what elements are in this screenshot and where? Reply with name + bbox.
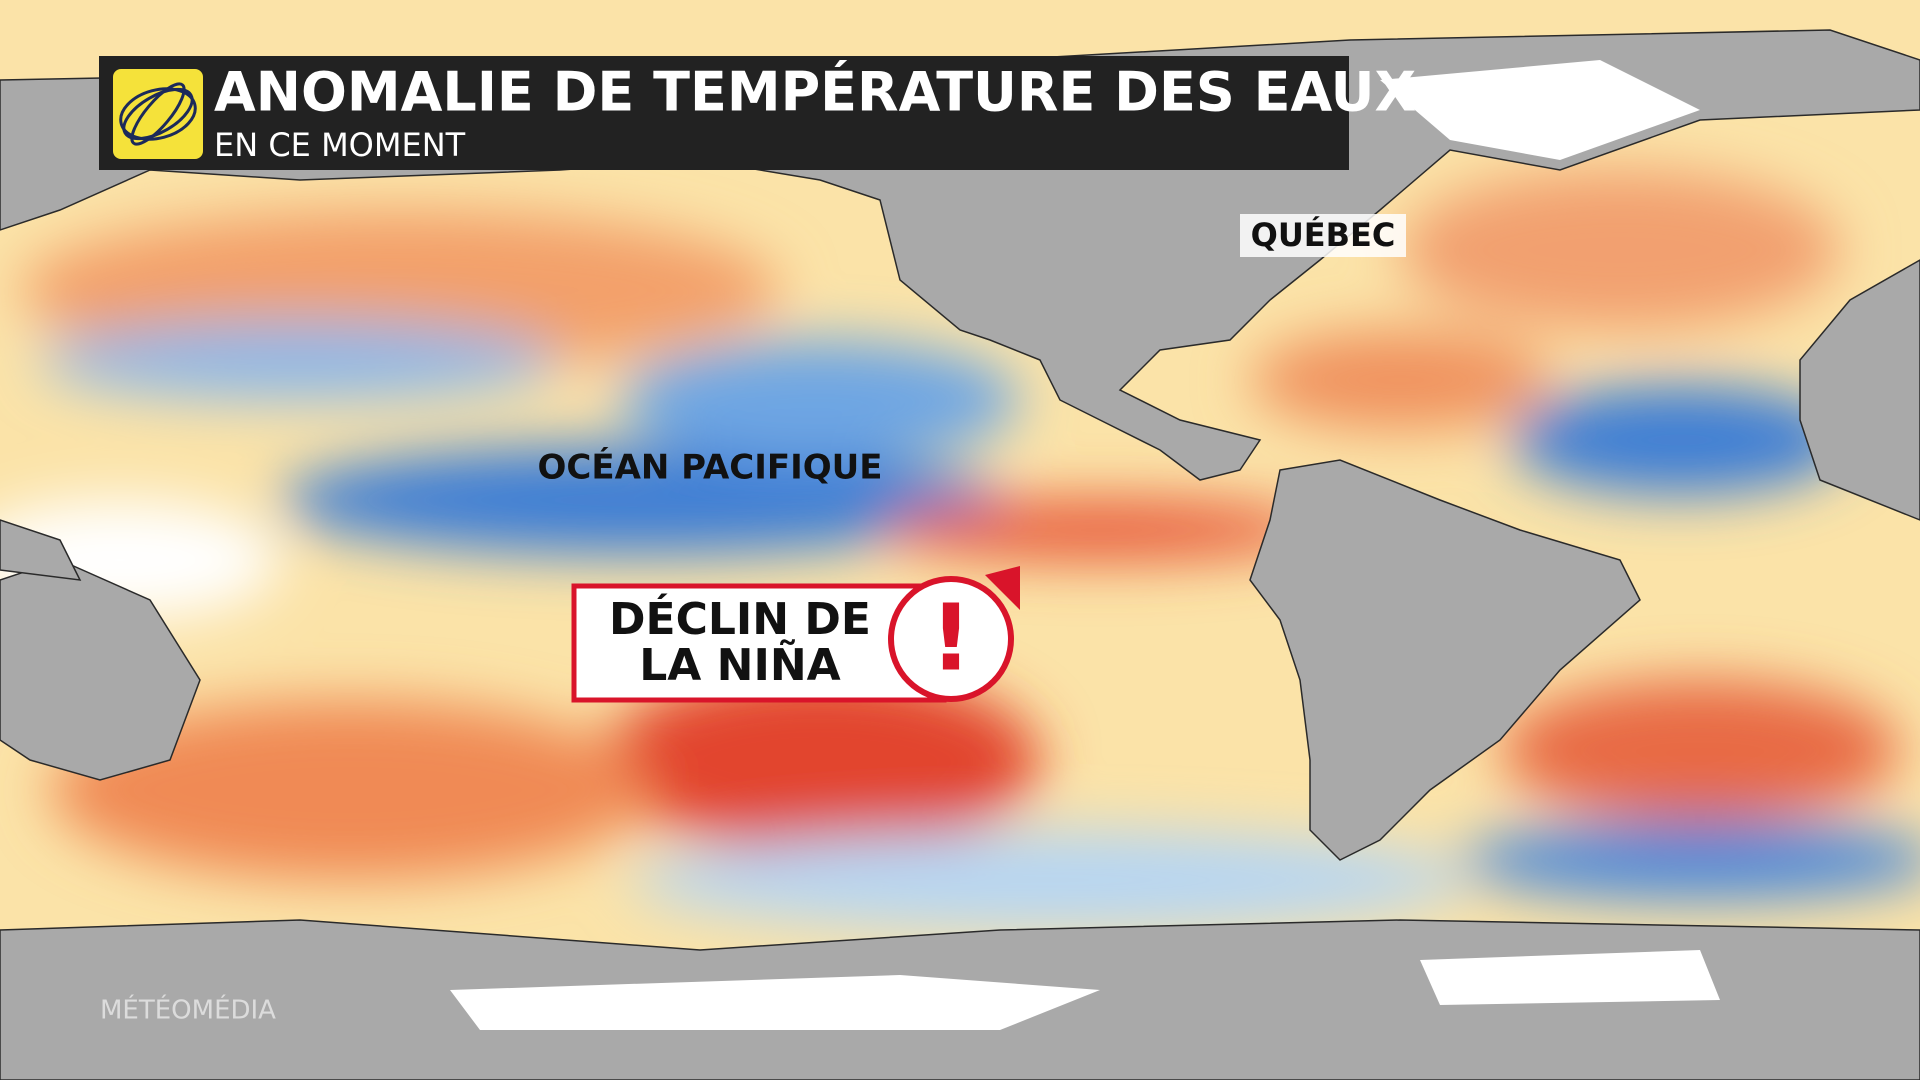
watermark: MÉTÉOMÉDIA <box>100 994 276 1026</box>
callout-line: LA NIÑA <box>639 638 840 691</box>
alert-mark: ! <box>930 584 972 691</box>
callout-box <box>571 583 947 703</box>
snow <box>450 60 1720 1030</box>
callout-line: DÉCLIN DE <box>609 592 871 645</box>
alert-icon <box>888 576 1014 702</box>
logo-mark <box>119 82 197 146</box>
callout: DÉCLIN DE LA NIÑA ! <box>571 566 1020 703</box>
logo <box>113 69 203 159</box>
callout-tag <box>985 566 1020 610</box>
title: ANOMALIE DE TEMPÉRATURE DES EAUX <box>214 61 1416 124</box>
subtitle: EN CE MOMENT <box>214 126 466 164</box>
ocean-label: OCÉAN PACIFIQUE <box>537 447 882 488</box>
place-label: QUÉBEC <box>1251 216 1396 254</box>
label-box <box>1240 214 1406 257</box>
header: ANOMALIE DE TEMPÉRATURE DES EAUX EN CE M… <box>99 56 1416 170</box>
header-bar <box>99 56 1349 170</box>
